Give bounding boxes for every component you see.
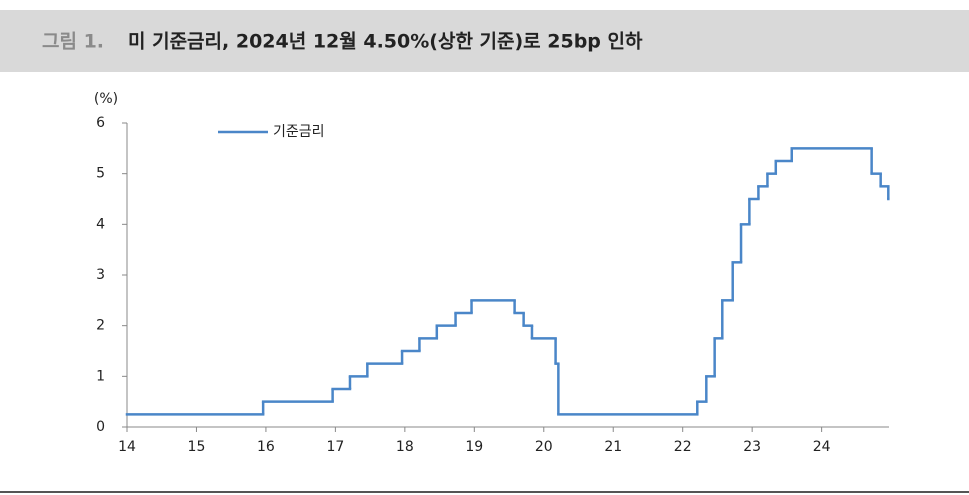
x-tick-label: 21 bbox=[604, 439, 622, 455]
y-tick-label: 2 bbox=[96, 318, 105, 334]
x-tick-label: 16 bbox=[257, 439, 275, 455]
x-tick-label: 23 bbox=[743, 439, 761, 455]
y-tick-label: 5 bbox=[96, 166, 105, 182]
x-tick-label: 20 bbox=[535, 439, 553, 455]
x-tick-label: 19 bbox=[465, 439, 483, 455]
y-tick-label: 4 bbox=[96, 216, 105, 232]
x-tick-label: 18 bbox=[396, 439, 414, 455]
y-axis-label: (%) bbox=[94, 91, 118, 107]
chart-title: 미 기준금리, 2024년 12월 4.50%(상한 기준)로 25bp 인하 bbox=[128, 31, 643, 53]
x-tick-label: 17 bbox=[326, 439, 344, 455]
figure-label: 그림 1. bbox=[42, 31, 104, 53]
x-tick-label: 24 bbox=[813, 439, 831, 455]
y-tick-label: 6 bbox=[96, 115, 105, 131]
y-tick-label: 0 bbox=[96, 419, 105, 435]
x-tick-label: 15 bbox=[188, 439, 206, 455]
header-band bbox=[0, 10, 969, 72]
y-tick-label: 1 bbox=[96, 368, 105, 384]
x-tick-label: 14 bbox=[118, 439, 136, 455]
y-tick-label: 3 bbox=[96, 267, 105, 283]
legend-label: 기준금리 bbox=[273, 124, 325, 140]
x-tick-label: 22 bbox=[674, 439, 692, 455]
